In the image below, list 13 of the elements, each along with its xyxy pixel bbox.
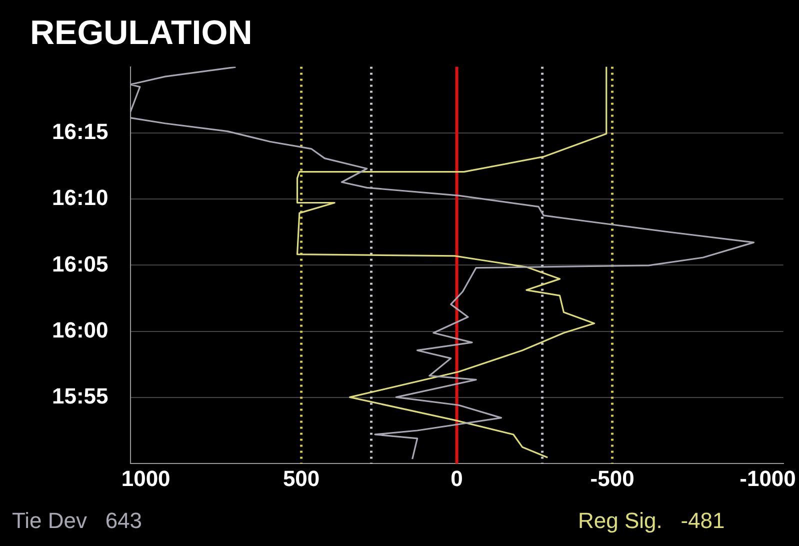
text: Tie Dev 643 [12,508,142,534]
y-tick-label: 16:15 [52,118,108,144]
x-tick-label: -500 [590,466,634,491]
x-tick-label: 500 [282,466,320,491]
x-tick-label: -1000 [740,466,796,491]
text: Reg Sig. -481 [578,508,725,534]
y-tick-label: 16:00 [52,317,108,342]
x-tick-label: 1000 [121,466,170,491]
x-tick-label: 0 [450,466,463,491]
y-tick-label: 15:55 [52,383,108,408]
y-tick-label: 16:10 [52,185,108,210]
chart-title: REGULATION [30,14,252,52]
y-tick-label: 16:05 [52,251,108,276]
